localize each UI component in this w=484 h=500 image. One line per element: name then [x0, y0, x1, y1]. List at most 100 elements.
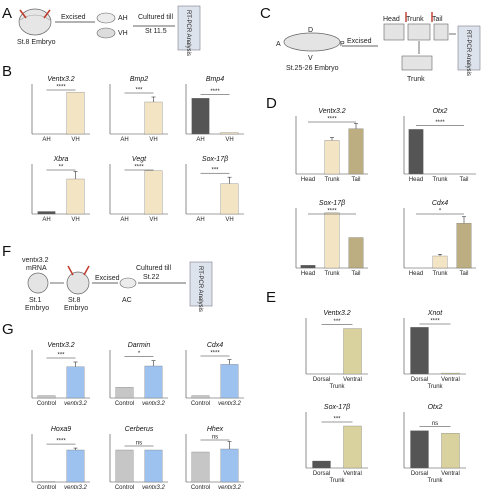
panel-label-d: D — [266, 95, 277, 112]
chart-11-tick-label-1: Ventral — [441, 377, 460, 383]
chart-6-title: Ventx3.2 — [318, 108, 345, 115]
chart-14-title: Ventx3.2 — [47, 342, 74, 349]
trunk-label: Trunk — [406, 16, 424, 23]
chart-1-tick-label-0: AH — [120, 137, 128, 143]
tailbud-embryo-icon — [283, 32, 341, 52]
axis-v-label: V — [308, 55, 313, 62]
chart-14-bar-ventx3-2 — [66, 366, 85, 399]
chart-8-title: Sox-17β — [319, 200, 345, 207]
chart-1-title: Bmp2 — [130, 76, 148, 83]
cut-arrow-f-2 — [83, 265, 90, 276]
chart-7-significance: **** — [435, 120, 445, 126]
chart-2-tick-label-1: VH — [225, 137, 233, 143]
chart-5-significance: *** — [211, 168, 219, 174]
stage-label-st8: St.8 Embryo — [17, 39, 56, 46]
culture-stage-f: St.22 — [143, 274, 159, 281]
chart-12-tick-label-1: Ventral — [343, 471, 362, 477]
chart-2-tick-label-0: AH — [196, 137, 204, 143]
ah-label: AH — [118, 15, 128, 22]
chart-12-bar-dorsal — [312, 460, 331, 469]
chart-19-bar-ventx3-2 — [220, 448, 239, 483]
chart-11-tick-label-0: Dorsal — [411, 377, 428, 383]
stage-label-st1: St.1 — [29, 297, 42, 304]
chart-13-group-label: Trunk — [427, 478, 443, 484]
chart-12-title: Sox-17β — [324, 404, 350, 411]
chart-3-tick-label-1: VH — [71, 217, 79, 223]
chart-9-tick-label-0: Head — [409, 271, 423, 277]
chart-15-significance: * — [138, 351, 141, 357]
chart-14-tick-label-0: Control — [37, 401, 56, 407]
chart-19-tick-label-1: ventx3.2 — [218, 485, 241, 491]
chart-15-tick-label-1: ventx3.2 — [142, 401, 165, 407]
chart-6-bar-trunk — [324, 140, 340, 175]
chart-17-tick-label-0: Control — [37, 485, 56, 491]
chart-16-title: Cdx4 — [207, 342, 223, 349]
analysis-label-f: RT-PCR Analysis — [197, 266, 203, 312]
chart-19-title: Hhex — [207, 426, 224, 433]
chart-13-bar-ventral — [441, 433, 460, 469]
chart-12-bar-ventral — [343, 425, 362, 469]
trunk-piece — [407, 23, 431, 41]
chart-14-tick-label-1: ventx3.2 — [64, 401, 87, 407]
ac-label: AC — [122, 297, 132, 304]
chart-17-title: Hoxa9 — [51, 426, 71, 433]
chart-8-significance: **** — [327, 209, 337, 215]
head-label: Head — [383, 16, 400, 23]
chart-1-significance: *** — [135, 88, 143, 94]
vegetal-half-icon — [96, 27, 116, 39]
axis-a-label: A — [276, 41, 281, 48]
step-excised-a: Excised — [61, 14, 86, 21]
trunk-lower-label: Trunk — [407, 76, 425, 83]
chart-2-title: Bmp4 — [206, 76, 224, 83]
chart-6-significance: **** — [327, 117, 337, 123]
chart-3-tick-label-0: AH — [42, 217, 50, 223]
chart-2-bar-vh — [220, 132, 239, 135]
tail-label: Tail — [432, 16, 443, 23]
chart-5-tick-label-1: VH — [225, 217, 233, 223]
chart-10-bar-ventral — [343, 328, 362, 375]
chart-7-title: Otx2 — [433, 108, 448, 115]
animal-half-icon — [96, 12, 116, 24]
cut-arrow-icon — [19, 9, 27, 19]
chart-16-significance: **** — [210, 351, 220, 357]
chart-1-tick-label-1: VH — [149, 137, 157, 143]
chart-9-tick-label-1: Trunk — [432, 271, 448, 277]
chart-8-tick-label-0: Head — [301, 271, 315, 277]
chart-13-title: Otx2 — [428, 404, 443, 411]
chart-13-tick-label-0: Dorsal — [411, 471, 428, 477]
chart-1-bar-vh — [144, 101, 163, 135]
chart-2-significance: **** — [210, 89, 220, 95]
chart-0-tick-label-1: VH — [71, 137, 79, 143]
chart-7-tick-label-2: Tail — [459, 177, 468, 183]
chart-10-group-label: Trunk — [329, 384, 345, 390]
st8-embryo-icon — [18, 8, 52, 36]
chart-11-bar-dorsal — [410, 327, 429, 375]
st1-embryo-icon — [27, 272, 49, 294]
analysis-box-f — [189, 261, 213, 307]
panel-label-g: G — [2, 321, 14, 338]
chart-8-bar-trunk — [324, 212, 340, 269]
chart-15-bar-ventx3-2 — [144, 365, 163, 399]
chart-6-tick-label-1: Trunk — [324, 177, 340, 183]
culture-stage-label: St 11.5 — [145, 28, 167, 35]
chart-10-significance: *** — [333, 319, 341, 325]
chart-6-tick-label-2: Tail — [351, 177, 360, 183]
chart-16-bar-ventx3-2 — [220, 364, 239, 399]
chart-0-tick-label-0: AH — [42, 137, 50, 143]
chart-19-tick-label-0: Control — [191, 485, 210, 491]
chart-9-title: Cdx4 — [432, 200, 448, 207]
panel-label-a: A — [2, 5, 12, 22]
chart-17-significance: **** — [56, 439, 66, 445]
chart-11-significance: **** — [430, 319, 440, 325]
chart-4-tick-label-1: VH — [149, 217, 157, 223]
chart-13-bar-dorsal — [410, 430, 429, 469]
injection-label-2: mRNA — [26, 265, 47, 272]
chart-11-title: Xnot — [427, 310, 443, 317]
chart-13-tick-label-1: Ventral — [441, 471, 460, 477]
chart-16-tick-label-0: Control — [191, 401, 210, 407]
chart-8-bar-tail — [348, 237, 364, 269]
chart-18-bar-control — [115, 449, 134, 483]
chart-8-tick-label-1: Trunk — [324, 271, 340, 277]
chart-6-tick-label-0: Head — [301, 177, 315, 183]
chart-9-bar-trunk — [432, 255, 448, 269]
